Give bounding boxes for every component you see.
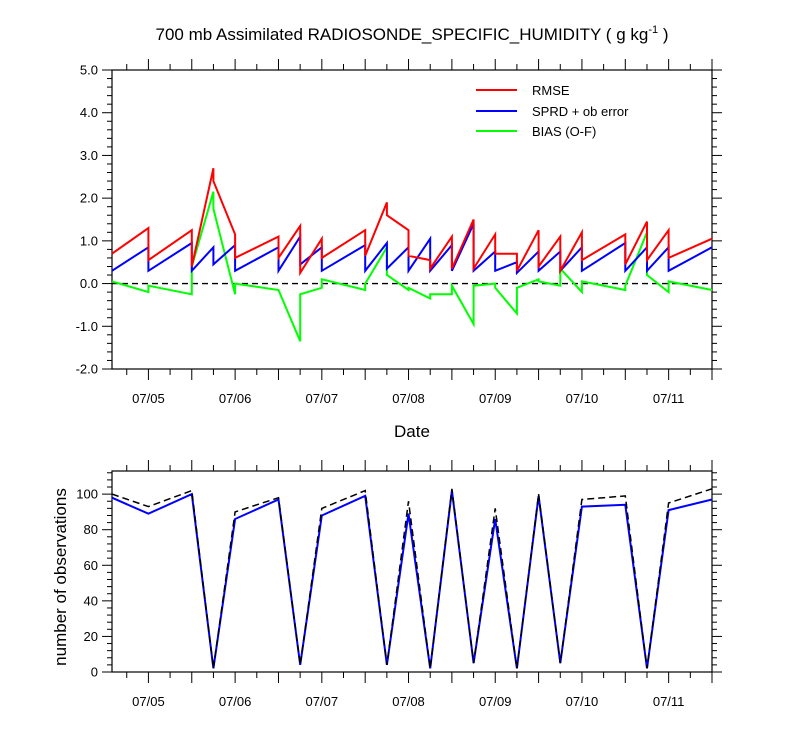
top-ytick-label: 2.0 bbox=[80, 191, 98, 206]
top-xtick-label: 07/10 bbox=[566, 391, 599, 406]
bottom-xtick-label: 07/10 bbox=[566, 694, 599, 709]
bottom-ytick-label: 100 bbox=[76, 487, 98, 502]
bottom-plot-frame bbox=[111, 470, 713, 673]
bottom-xtick-label: 07/11 bbox=[653, 694, 685, 709]
bottom-series-dashed bbox=[111, 488, 713, 669]
top-ytick-label: 1.0 bbox=[80, 233, 98, 248]
top-xtick-label: 07/11 bbox=[653, 391, 685, 406]
top-chart-panel: -2.0 -1.0 0.0 1.0 2.0 3.0 4.0 5.0 07/05 07/06 07/0… bbox=[76, 59, 722, 406]
chart-title-close: ) bbox=[658, 25, 668, 44]
bottom-xtick-label: 07/07 bbox=[306, 694, 339, 709]
chart-title-main: 700 mb Assimilated RADIOSONDE_SPECIFIC_H… bbox=[156, 25, 649, 44]
legend-label-2: BIAS (O-F) bbox=[532, 124, 596, 139]
chart-title-exponent: -1 bbox=[648, 24, 658, 36]
top-ytick-label: 3.0 bbox=[80, 148, 98, 163]
bottom-ytick-label: 80 bbox=[84, 522, 98, 537]
top-xtick-label: 07/09 bbox=[479, 391, 512, 406]
legend-label-1: SPRD + ob error bbox=[532, 104, 629, 119]
chart-title: 700 mb Assimilated RADIOSONDE_SPECIFIC_H… bbox=[156, 24, 669, 44]
top-ytick-label: 5.0 bbox=[80, 63, 98, 78]
top-ytick-label: -2.0 bbox=[76, 362, 98, 377]
bottom-ytick-label: 0 bbox=[91, 665, 98, 680]
top-series-rmse bbox=[111, 167, 713, 277]
top-plot-frame bbox=[111, 69, 713, 370]
bottom-xtick-label: 07/05 bbox=[132, 694, 165, 709]
top-ytick-label: 4.0 bbox=[80, 105, 98, 120]
top-xtick-label: 07/07 bbox=[306, 391, 339, 406]
top-series-bias-o-f- bbox=[111, 191, 713, 342]
bottom-chart-panel: 0 20 40 60 80 100 07/05 07/06 07/07 07/08 07/09 07/… bbox=[76, 460, 722, 709]
top-xtick-label: 07/05 bbox=[132, 391, 165, 406]
top-ytick-label: 0.0 bbox=[80, 276, 98, 291]
top-ytick-label: -1.0 bbox=[76, 319, 98, 334]
bottom-ytick-label: 20 bbox=[84, 629, 98, 644]
top-xtick-label: 07/08 bbox=[392, 391, 425, 406]
bottom-xtick-label: 07/08 bbox=[392, 694, 425, 709]
bottom-ytick-label: 60 bbox=[84, 558, 98, 573]
x-axis-label: Date bbox=[394, 422, 430, 441]
bottom-xtick-label: 07/09 bbox=[479, 694, 512, 709]
top-xtick-label: 07/06 bbox=[219, 391, 252, 406]
legend-label-0: RMSE bbox=[532, 83, 570, 98]
bottom-ytick-label: 40 bbox=[84, 593, 98, 608]
y-axis-label-observations: number of observations bbox=[51, 488, 70, 666]
bottom-xtick-label: 07/06 bbox=[219, 694, 252, 709]
bottom-series-solid bbox=[111, 490, 713, 669]
